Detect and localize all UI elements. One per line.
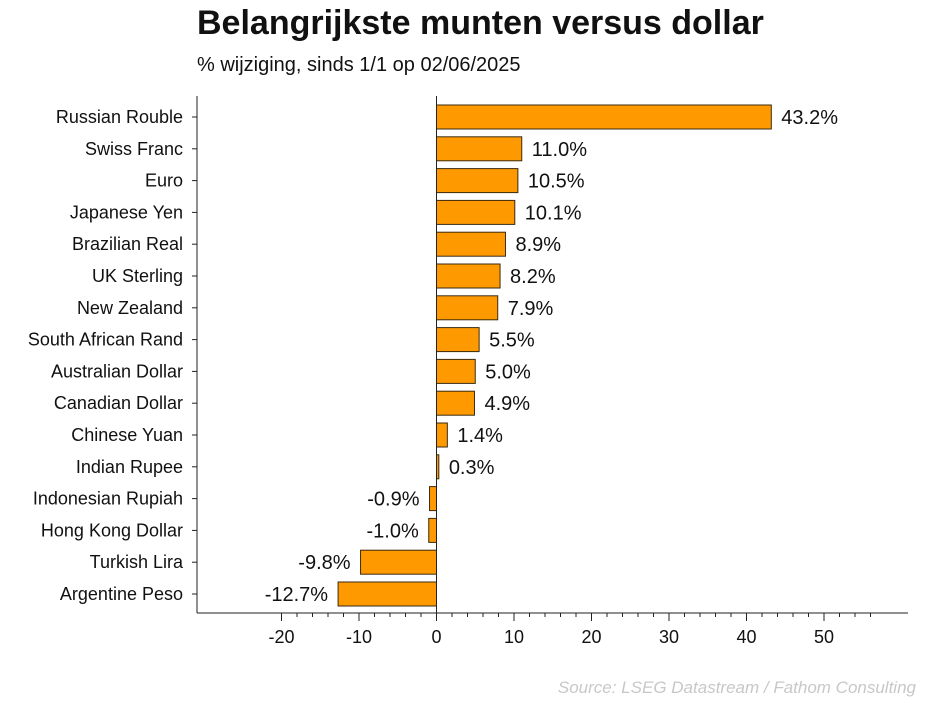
category-label: Swiss Franc <box>85 139 183 159</box>
data-label: -0.9% <box>367 489 419 511</box>
data-label: 7.9% <box>508 298 554 320</box>
x-tick-label: -10 <box>346 627 372 647</box>
x-tick-label: 30 <box>659 627 679 647</box>
x-tick-label: -20 <box>268 627 294 647</box>
category-label: South African Rand <box>28 330 183 350</box>
data-label: -9.8% <box>298 552 350 574</box>
bar <box>436 390 475 416</box>
bar <box>436 327 480 353</box>
data-label: 4.9% <box>484 393 530 415</box>
category-label: Indonesian Rupiah <box>33 489 183 509</box>
x-tick-label: 20 <box>581 627 601 647</box>
data-label: 10.1% <box>525 202 582 224</box>
category-label: Australian Dollar <box>51 361 183 381</box>
x-tick-label: 0 <box>431 627 441 647</box>
x-tick-label: 40 <box>736 627 756 647</box>
category-label: Indian Rupee <box>76 457 183 477</box>
bar <box>436 295 499 321</box>
bar <box>360 549 437 575</box>
category-label: Argentine Peso <box>60 584 183 604</box>
chart-title: Belangrijkste munten versus dollar <box>197 4 764 42</box>
category-label: Brazilian Real <box>72 234 183 254</box>
category-label: UK Sterling <box>92 266 183 286</box>
category-label: Hong Kong Dollar <box>41 520 183 540</box>
category-label: Japanese Yen <box>70 202 183 222</box>
category-label: Euro <box>145 171 183 191</box>
data-label: 43.2% <box>781 107 838 129</box>
bar <box>429 486 437 512</box>
data-label: -1.0% <box>367 520 419 542</box>
x-tick-label: 10 <box>504 627 524 647</box>
category-label: Turkish Lira <box>90 552 184 572</box>
bar <box>428 517 437 543</box>
data-label: 8.9% <box>515 234 561 256</box>
bar <box>436 422 448 448</box>
data-label: 5.0% <box>485 361 531 383</box>
bar <box>436 104 772 130</box>
category-label: New Zealand <box>77 298 183 318</box>
data-label: 1.4% <box>457 425 503 447</box>
bar <box>436 231 506 257</box>
chart-subtitle: % wijziging, sinds 1/1 op 02/06/2025 <box>197 54 521 76</box>
data-label: 0.3% <box>449 457 495 479</box>
data-label: 8.2% <box>510 266 556 288</box>
x-tick-label: 50 <box>814 627 834 647</box>
bar <box>436 168 519 194</box>
bar <box>436 263 501 289</box>
data-label: 11.0% <box>532 139 587 161</box>
category-label: Russian Rouble <box>56 107 183 127</box>
data-label: 10.5% <box>528 171 585 193</box>
category-label: Canadian Dollar <box>54 393 183 413</box>
source-note: Source: LSEG Datastream / Fathom Consult… <box>557 678 916 697</box>
category-label: Chinese Yuan <box>71 425 183 445</box>
bar <box>337 581 438 607</box>
data-label: 5.5% <box>489 330 535 352</box>
bar <box>436 358 476 384</box>
bar <box>436 199 516 225</box>
data-label: -12.7% <box>265 584 329 606</box>
bar <box>436 136 523 162</box>
